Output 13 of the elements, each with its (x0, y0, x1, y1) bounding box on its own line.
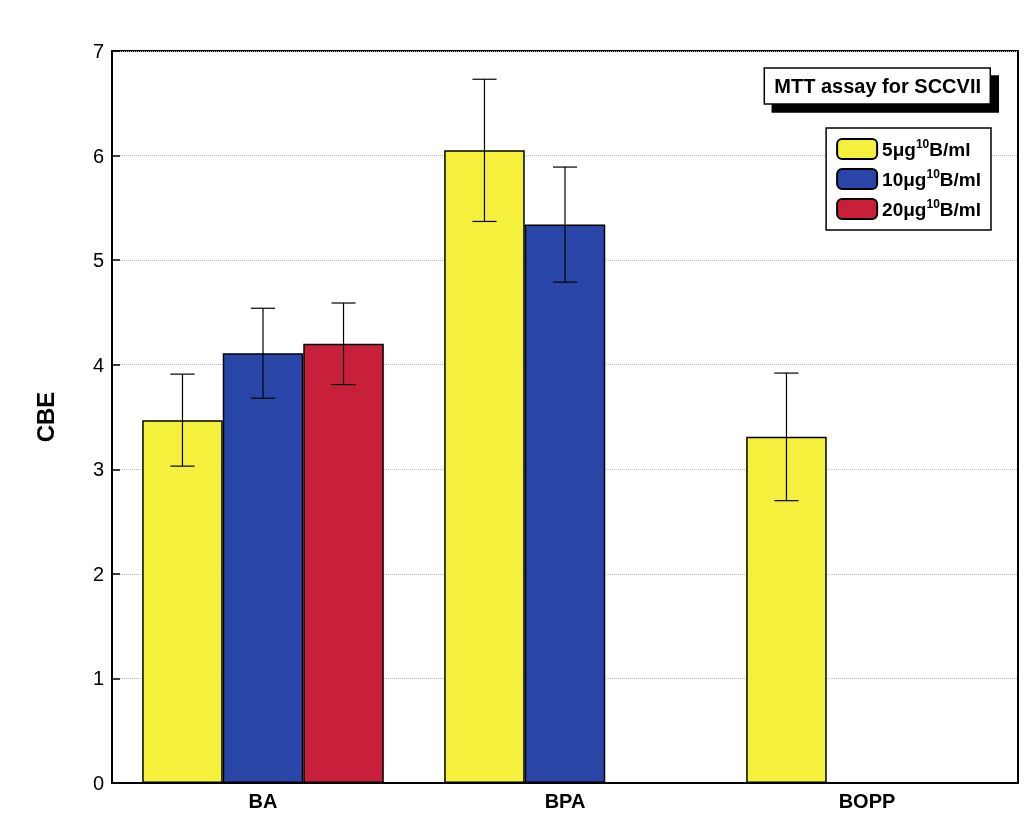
x-tick-label: BPA (544, 790, 586, 812)
y-tick-label: 1 (92, 667, 104, 690)
y-tick-label: 0 (92, 772, 104, 794)
y-tick-label: 6 (92, 144, 104, 167)
y-axis-title: CBE (31, 391, 59, 443)
x-tick-label: BA (248, 790, 278, 812)
y-tick-label: 5 (92, 249, 104, 272)
y-tick-label: 2 (92, 562, 104, 585)
y-tick-label: 7 (92, 40, 104, 62)
x-tick-label: BOPP (838, 790, 896, 812)
y-tick-label: 4 (92, 353, 104, 376)
y-tick-label: 3 (92, 458, 104, 481)
text: MTT assay for SCCVII (774, 75, 981, 97)
